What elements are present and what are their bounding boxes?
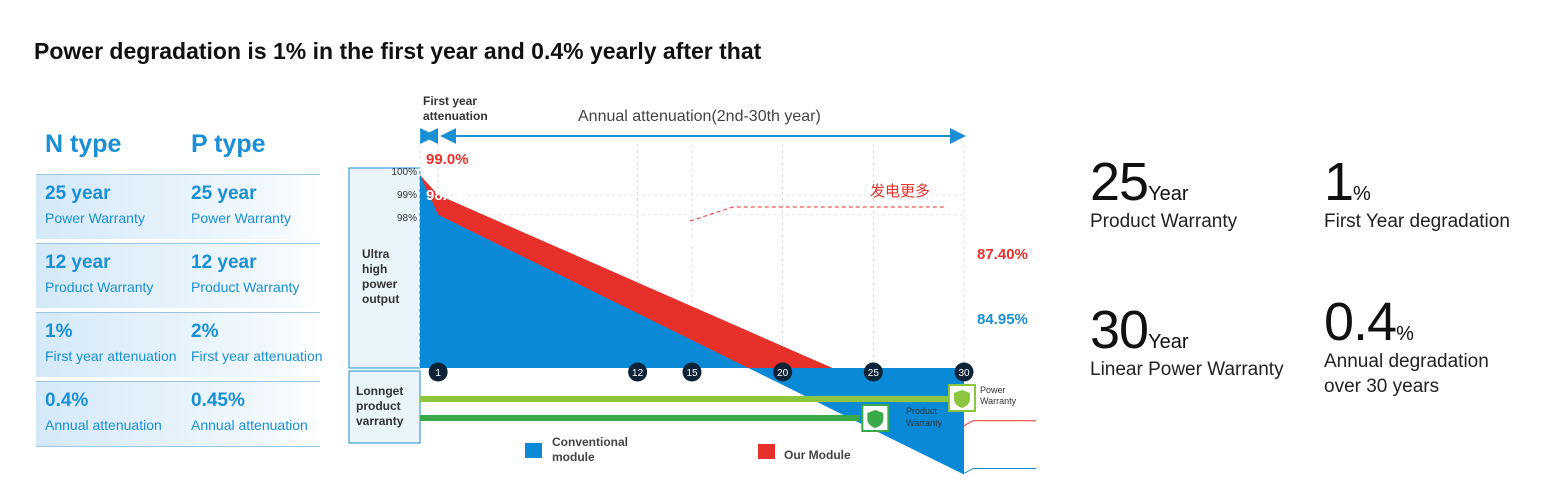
rate-note-conventional: (Degradation) <box>735 278 797 298</box>
stat-description: Product Warranty <box>1090 211 1238 232</box>
stat-description: Linear Power Warranty <box>1090 359 1284 380</box>
leader-line-conv-end <box>963 467 1036 474</box>
leader-line-our-end <box>963 420 1036 427</box>
n-type-header: N type <box>45 130 122 158</box>
warranty-row-label: Lonnget <box>356 384 403 398</box>
comparison-row-annual: 0.4% Annual attenuation 0.45% Annual att… <box>36 381 320 447</box>
phase-first-year-label: First year <box>423 94 477 108</box>
p-type-value: 2% <box>191 321 219 342</box>
legend-swatch-our-module <box>758 444 775 459</box>
x-tick-marker <box>628 362 648 382</box>
x-tick-label: 30 <box>958 368 970 379</box>
annotation-dash-line <box>689 206 947 222</box>
legend-text-line: Conventional <box>552 435 629 449</box>
rate-note-our-module: (Degradation) <box>736 254 798 273</box>
comparison-row-power-warranty: 25 year Power Warranty 25 year Power War… <box>36 174 320 239</box>
output-row-label: Ultra <box>362 247 390 261</box>
warranty-row-label: product <box>356 399 401 413</box>
n-type-value: 25 year <box>45 183 111 204</box>
phase-annual-label: Annual attenuation(2nd-30th year) <box>578 108 821 125</box>
stat-product-warranty: 25Year Product Warranty <box>1090 155 1237 234</box>
legend-text-line: module <box>552 450 595 464</box>
x-tick-marker <box>773 362 793 382</box>
p-type-caption: First year attenuation <box>191 348 323 364</box>
product-warranty-shield-icon <box>867 410 884 428</box>
value-label-conv-start: 98.0% <box>426 187 469 204</box>
output-row-label: output <box>362 292 399 306</box>
comparison-row-first-year: 1% First year attenuation 2% First year … <box>36 312 323 377</box>
stat-description: Annual degradation <box>1324 351 1489 372</box>
stat-unit: % <box>1353 183 1371 205</box>
rate-label-conventional: 0.45% <box>678 261 723 284</box>
p-type-value: 25 year <box>191 183 257 204</box>
y-tick-label: 100% <box>391 167 417 178</box>
n-type-value: 1% <box>45 321 73 342</box>
x-tick-marker <box>428 362 448 382</box>
n-type-caption: First year attenuation <box>45 348 177 364</box>
stat-unit: % <box>1396 323 1414 345</box>
n-type-caption: Power Warranty <box>45 210 145 226</box>
x-tick-label: 1 <box>435 368 441 379</box>
annotation-more-power: 发电更多 <box>870 183 930 200</box>
page-title: Power degradation is 1% in the first yea… <box>34 38 762 64</box>
value-label-conv-end: 84.95% <box>977 311 1028 328</box>
product-warranty-label: Product <box>906 406 938 416</box>
stat-number: 25 <box>1090 152 1149 212</box>
rate-label-our-module: 0.4% <box>687 237 723 259</box>
stat-first-year-degradation: 1% First Year degradation <box>1324 155 1510 234</box>
phase-first-year-label: attenuation <box>423 109 488 123</box>
value-label-our-start: 99.0% <box>426 151 469 168</box>
stat-unit: Year <box>1148 183 1189 205</box>
stat-number: 30 <box>1090 300 1149 360</box>
product-warranty-label: Warranty <box>906 418 943 428</box>
output-row-label: power <box>362 277 398 291</box>
warranty-row-label: varranty <box>356 414 404 428</box>
stat-linear-power-warranty: 30Year Linear Power Warranty <box>1090 303 1284 382</box>
n-type-value: 12 year <box>45 252 111 273</box>
x-tick-marker <box>682 362 702 382</box>
p-type-value: 0.45% <box>191 390 245 411</box>
x-tick-label: 20 <box>777 368 789 379</box>
stat-annual-degradation: 0.4% Annual degradation over 30 years <box>1324 295 1489 399</box>
stat-description: over 30 years <box>1324 376 1440 397</box>
power-warranty-label: Warranty <box>980 396 1017 406</box>
power-warranty-shield-icon <box>954 390 970 408</box>
comparison-row-product-warranty: 12 year Product Warranty 12 year Product… <box>36 243 320 308</box>
output-row-label: high <box>362 262 387 276</box>
stat-number: 0.4 <box>1324 292 1397 352</box>
x-tick-marker <box>863 362 883 382</box>
p-type-caption: Annual attenuation <box>191 417 308 433</box>
x-tick-label: 15 <box>686 368 698 379</box>
warranty-label-box <box>348 370 421 444</box>
p-type-value: 12 year <box>191 252 257 273</box>
stat-unit: Year <box>1148 331 1189 353</box>
power-warranty-label: Power <box>980 385 1006 395</box>
p-type-caption: Power Warranty <box>191 210 291 226</box>
stat-description: First Year degradation <box>1324 211 1510 232</box>
output-label-box <box>348 167 421 369</box>
n-type-caption: Product Warranty <box>45 279 154 295</box>
x-tick-label: 25 <box>868 368 880 379</box>
value-label-our-end: 87.40% <box>977 246 1028 263</box>
y-tick-label: 98% <box>397 213 417 224</box>
legend-label-conventional: Conventional module <box>552 435 628 465</box>
legend-swatch-conventional <box>525 443 542 458</box>
x-tick-marker <box>954 362 974 382</box>
p-type-caption: Product Warranty <box>191 279 300 295</box>
legend-label-our-module: Our Module <box>784 448 851 462</box>
y-tick-label: 99% <box>397 190 417 201</box>
n-type-value: 0.4% <box>45 390 89 411</box>
type-comparison-table: N type P type 25 year Power Warranty 25 … <box>36 128 323 447</box>
p-type-header: P type <box>191 130 266 158</box>
n-type-caption: Annual attenuation <box>45 417 162 433</box>
x-tick-label: 12 <box>632 368 644 379</box>
comparison-header: N type P type <box>36 128 320 170</box>
stat-number: 1 <box>1324 152 1354 212</box>
